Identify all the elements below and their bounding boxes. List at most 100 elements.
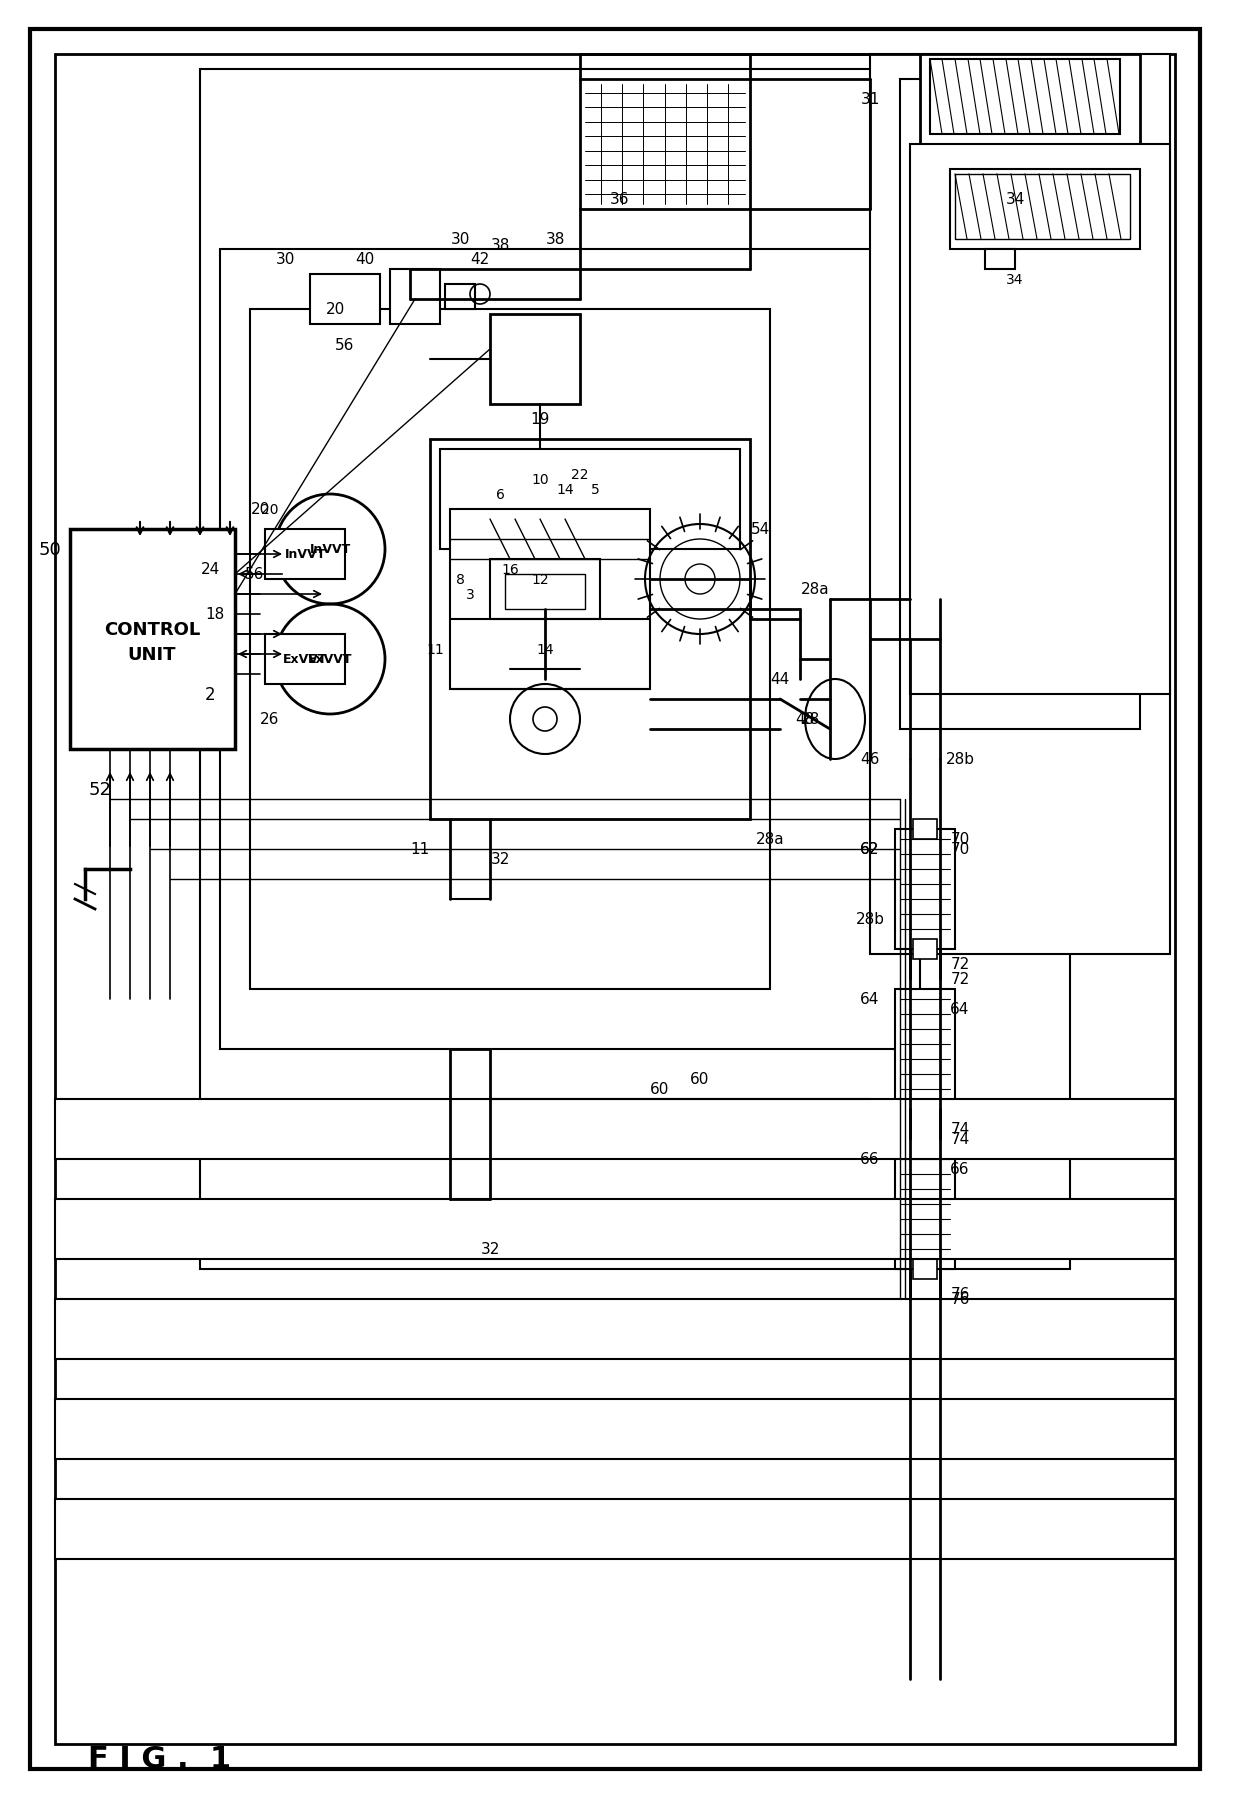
Text: 12: 12 bbox=[531, 572, 549, 587]
Text: 28a: 28a bbox=[755, 832, 785, 847]
Bar bbox=[265, 529, 345, 579]
Text: 16: 16 bbox=[501, 563, 518, 576]
Bar bbox=[870, 54, 1171, 955]
Text: 62: 62 bbox=[861, 843, 879, 857]
Text: 66: 66 bbox=[950, 1162, 970, 1177]
Text: 76: 76 bbox=[950, 1292, 970, 1307]
Text: 42: 42 bbox=[470, 253, 490, 267]
Text: 34: 34 bbox=[1006, 193, 1024, 208]
Bar bbox=[219, 249, 920, 1049]
Bar bbox=[955, 175, 1130, 240]
Text: 11: 11 bbox=[427, 643, 444, 657]
Bar bbox=[55, 1300, 1176, 1359]
Bar bbox=[450, 509, 650, 690]
Bar bbox=[310, 274, 379, 325]
Text: InVVT: InVVT bbox=[309, 543, 351, 556]
Bar bbox=[895, 830, 955, 949]
Bar bbox=[391, 271, 440, 325]
Bar bbox=[580, 79, 750, 209]
Bar bbox=[913, 939, 937, 960]
Text: 46: 46 bbox=[861, 753, 879, 767]
Text: 32: 32 bbox=[490, 852, 510, 866]
Text: 54: 54 bbox=[750, 522, 770, 538]
Text: 11: 11 bbox=[410, 843, 429, 857]
Text: 18: 18 bbox=[206, 606, 224, 623]
Bar bbox=[250, 310, 770, 989]
Bar bbox=[55, 1099, 1176, 1159]
Text: 31: 31 bbox=[861, 92, 879, 108]
Text: 38: 38 bbox=[490, 238, 510, 253]
Text: 20: 20 bbox=[250, 502, 269, 518]
Text: 22: 22 bbox=[572, 467, 589, 482]
Text: 74: 74 bbox=[950, 1123, 970, 1137]
Text: 6: 6 bbox=[496, 487, 505, 502]
Bar bbox=[913, 819, 937, 839]
Text: 30: 30 bbox=[450, 233, 470, 247]
Text: 72: 72 bbox=[950, 957, 970, 971]
Text: 19: 19 bbox=[531, 412, 549, 428]
Text: 28: 28 bbox=[800, 713, 820, 727]
Bar bbox=[69, 529, 236, 749]
Bar bbox=[200, 70, 1070, 1269]
Text: 44: 44 bbox=[770, 671, 790, 688]
Bar bbox=[913, 1099, 937, 1119]
Text: 38: 38 bbox=[546, 233, 564, 247]
Text: 50: 50 bbox=[38, 542, 61, 560]
Text: 10: 10 bbox=[531, 473, 549, 487]
Text: 28a: 28a bbox=[801, 583, 830, 597]
Text: 60: 60 bbox=[691, 1072, 709, 1087]
Text: 36: 36 bbox=[610, 193, 630, 208]
Text: 24: 24 bbox=[201, 561, 219, 578]
Text: 28b: 28b bbox=[946, 753, 975, 767]
Bar bbox=[430, 440, 750, 819]
Text: 70: 70 bbox=[950, 832, 970, 847]
Text: 20: 20 bbox=[325, 301, 345, 318]
Bar bbox=[265, 635, 345, 684]
Text: 8: 8 bbox=[455, 572, 465, 587]
Bar bbox=[930, 60, 1120, 135]
Text: CONTROL: CONTROL bbox=[104, 621, 200, 639]
Text: 48: 48 bbox=[795, 713, 815, 727]
Text: 60: 60 bbox=[650, 1081, 670, 1097]
Text: 56: 56 bbox=[335, 338, 355, 352]
Bar bbox=[55, 1199, 1176, 1260]
Text: 76: 76 bbox=[950, 1287, 970, 1301]
Text: 40: 40 bbox=[356, 253, 374, 267]
Text: 66: 66 bbox=[861, 1152, 879, 1166]
Text: 64: 64 bbox=[950, 1002, 970, 1016]
Text: 72: 72 bbox=[950, 971, 970, 987]
Bar bbox=[55, 1500, 1176, 1560]
Bar bbox=[900, 79, 1140, 729]
Text: 14: 14 bbox=[536, 643, 554, 657]
Text: 20: 20 bbox=[262, 504, 279, 516]
Bar bbox=[440, 449, 740, 551]
Text: 74: 74 bbox=[950, 1132, 970, 1146]
Bar bbox=[920, 54, 1140, 144]
Bar bbox=[55, 1399, 1176, 1458]
Bar bbox=[445, 285, 475, 310]
Text: 70: 70 bbox=[950, 843, 970, 857]
Bar bbox=[505, 574, 585, 610]
Text: 62: 62 bbox=[861, 843, 879, 857]
Text: F I G .  1: F I G . 1 bbox=[88, 1745, 232, 1774]
Text: 34: 34 bbox=[1006, 273, 1024, 287]
Text: 3: 3 bbox=[466, 588, 475, 601]
Text: UNIT: UNIT bbox=[128, 646, 176, 664]
Text: 32: 32 bbox=[480, 1242, 500, 1256]
Text: 52: 52 bbox=[88, 780, 112, 798]
Text: 5: 5 bbox=[590, 482, 599, 496]
Bar bbox=[910, 144, 1171, 695]
Text: 26: 26 bbox=[260, 713, 280, 727]
Text: InVVT: InVVT bbox=[284, 549, 326, 561]
Bar bbox=[985, 249, 1016, 271]
Bar bbox=[950, 170, 1140, 249]
Bar bbox=[490, 560, 600, 619]
Text: 30: 30 bbox=[275, 253, 295, 267]
Bar bbox=[895, 1150, 955, 1269]
Text: ExVVT: ExVVT bbox=[283, 653, 327, 666]
Text: 28b: 28b bbox=[856, 912, 884, 928]
Text: 2: 2 bbox=[205, 686, 216, 704]
Bar bbox=[913, 1260, 937, 1280]
Bar bbox=[490, 314, 580, 404]
Text: 14: 14 bbox=[557, 482, 574, 496]
